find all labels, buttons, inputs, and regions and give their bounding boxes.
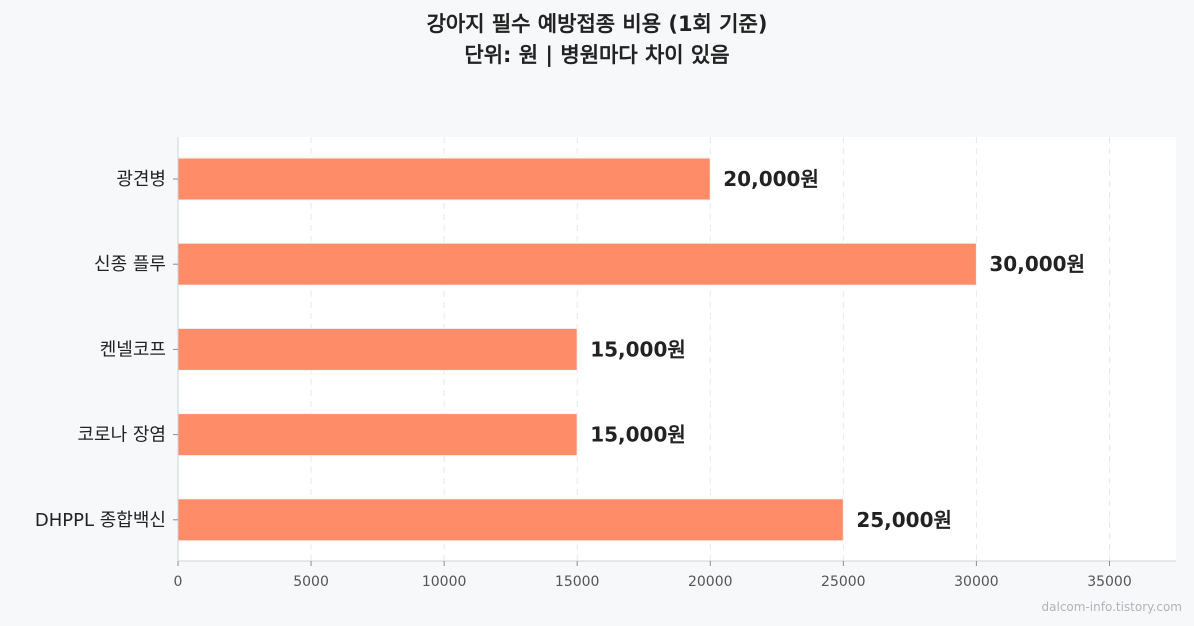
x-tick-label: 15000 (555, 574, 600, 590)
x-tick-labels: 0 5000 10000 15000 20000 25000 30000 35000 (174, 561, 1132, 590)
bar (177, 413, 578, 457)
category-label: 신종 플루 (94, 254, 166, 275)
x-tick-label: 35000 (1087, 574, 1132, 590)
bars (177, 157, 977, 542)
x-tick-label: 0 (174, 574, 183, 590)
data-label: 25,000원 (856, 508, 952, 532)
data-label: 20,000원 (723, 167, 819, 191)
bar (177, 157, 711, 201)
x-tick-label: 30000 (954, 574, 999, 590)
bar (177, 242, 977, 286)
data-label: 15,000원 (590, 423, 686, 447)
bar (177, 498, 844, 542)
bar (177, 327, 578, 371)
x-tick-label: 10000 (422, 574, 467, 590)
x-tick-label: 25000 (821, 574, 866, 590)
chart-subtitle: 단위: 원 | 병원마다 차이 있음 (464, 43, 729, 68)
category-label: 켄넬코프 (100, 339, 166, 360)
x-tick-label: 20000 (688, 574, 733, 590)
data-label: 30,000원 (989, 252, 1085, 276)
category-label: 광견병 (116, 169, 166, 190)
chart-title: 강아지 필수 예방접종 비용 (1회 기준) (427, 12, 768, 36)
data-label: 15,000원 (590, 337, 686, 361)
category-label: DHPPL 종합백신 (35, 510, 166, 531)
watermark: dalcom-info.tistory.com (1042, 600, 1182, 614)
x-tick-label: 5000 (293, 574, 329, 590)
value-labels: 20,000원 30,000원 15,000원 15,000원 25,000원 (590, 167, 1085, 532)
category-label: 코로나 장염 (77, 425, 166, 446)
